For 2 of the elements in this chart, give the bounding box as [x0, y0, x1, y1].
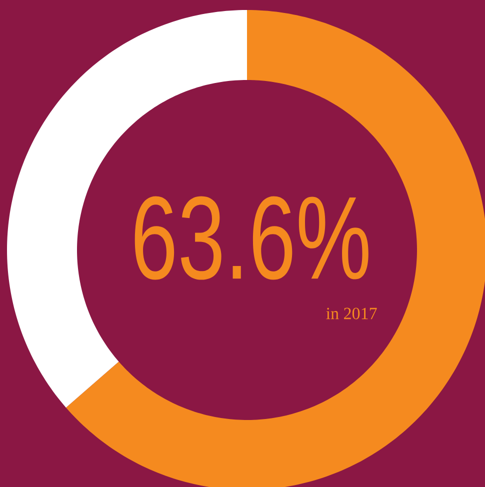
text: 63.6% — [134, 196, 368, 280]
text: in 2017 — [326, 308, 377, 320]
